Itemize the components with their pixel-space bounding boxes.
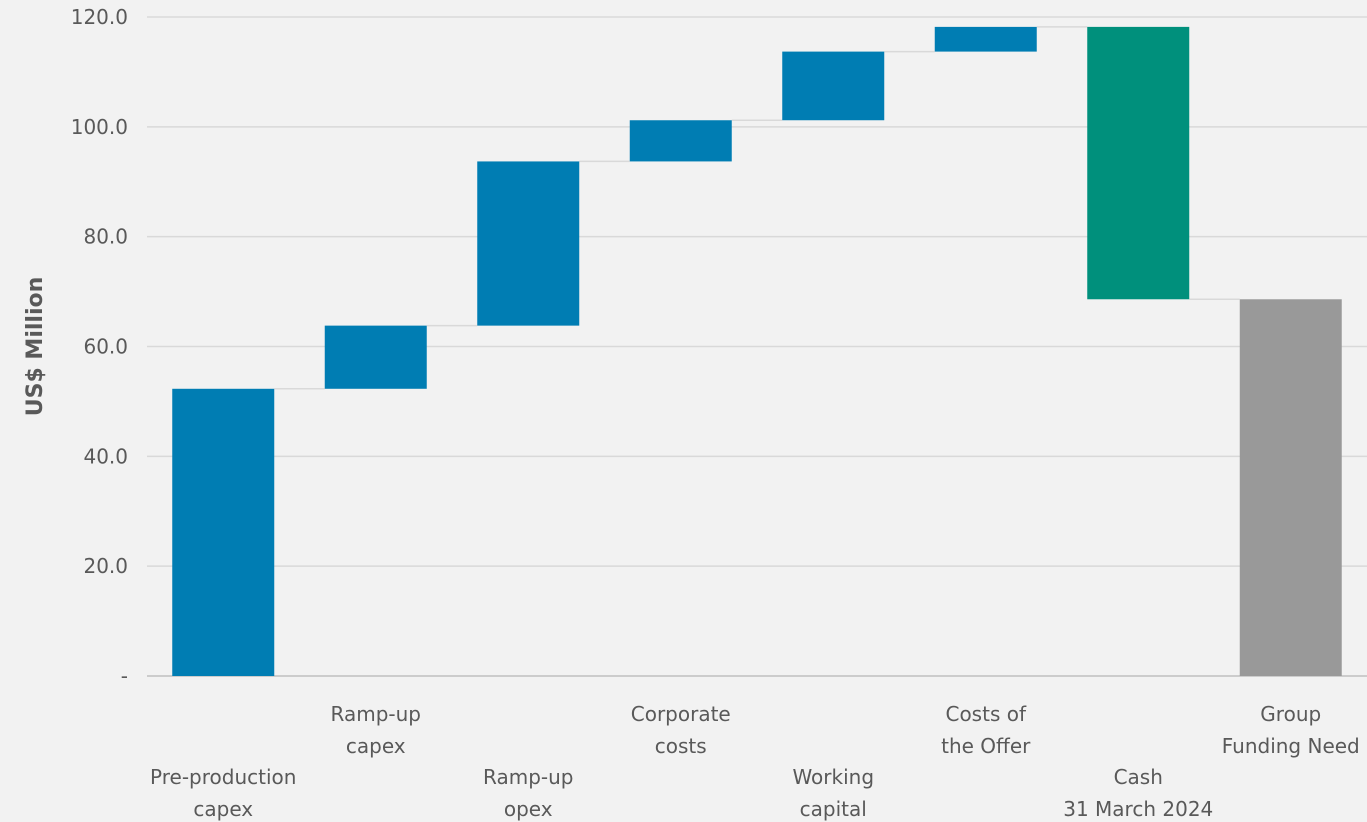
category-label: 31 March 2024 — [1063, 797, 1213, 821]
category-label: opex — [504, 797, 553, 821]
y-tick-label: 100.0 — [71, 115, 128, 139]
category-label: capex — [346, 734, 406, 758]
category-label: capital — [800, 797, 867, 821]
category-label: Cash — [1114, 765, 1163, 789]
y-tick-label: 120.0 — [71, 5, 128, 29]
category-label: costs — [655, 734, 707, 758]
category-label: Working — [792, 765, 874, 789]
waterfall-bar-3 — [477, 161, 580, 326]
category-label: Group — [1260, 702, 1321, 726]
y-tick-label: 20.0 — [83, 554, 128, 578]
category-label: Ramp-up — [483, 765, 573, 789]
category-label: the Offer — [941, 734, 1031, 758]
y-axis-title: US$ Million — [23, 277, 48, 417]
waterfall-bar-1 — [172, 388, 275, 676]
waterfall-bar-2 — [324, 325, 427, 389]
category-label: capex — [193, 797, 253, 821]
waterfall-bar-6 — [934, 26, 1037, 52]
category-label: Funding Need — [1222, 734, 1360, 758]
waterfall-bar-8 — [1239, 299, 1342, 676]
y-tick-label: 80.0 — [83, 225, 128, 249]
y-tick-label: - — [121, 664, 128, 688]
y-tick-label: 40.0 — [83, 444, 128, 468]
category-label: Corporate — [631, 702, 731, 726]
category-label: Costs of — [945, 702, 1026, 726]
waterfall-bar-5 — [782, 51, 885, 121]
category-label: Pre-production — [150, 765, 296, 789]
waterfall-bar-4 — [629, 120, 732, 162]
waterfall-bar-7 — [1087, 26, 1190, 300]
category-label: Ramp-up — [331, 702, 421, 726]
y-tick-label: 60.0 — [83, 335, 128, 359]
